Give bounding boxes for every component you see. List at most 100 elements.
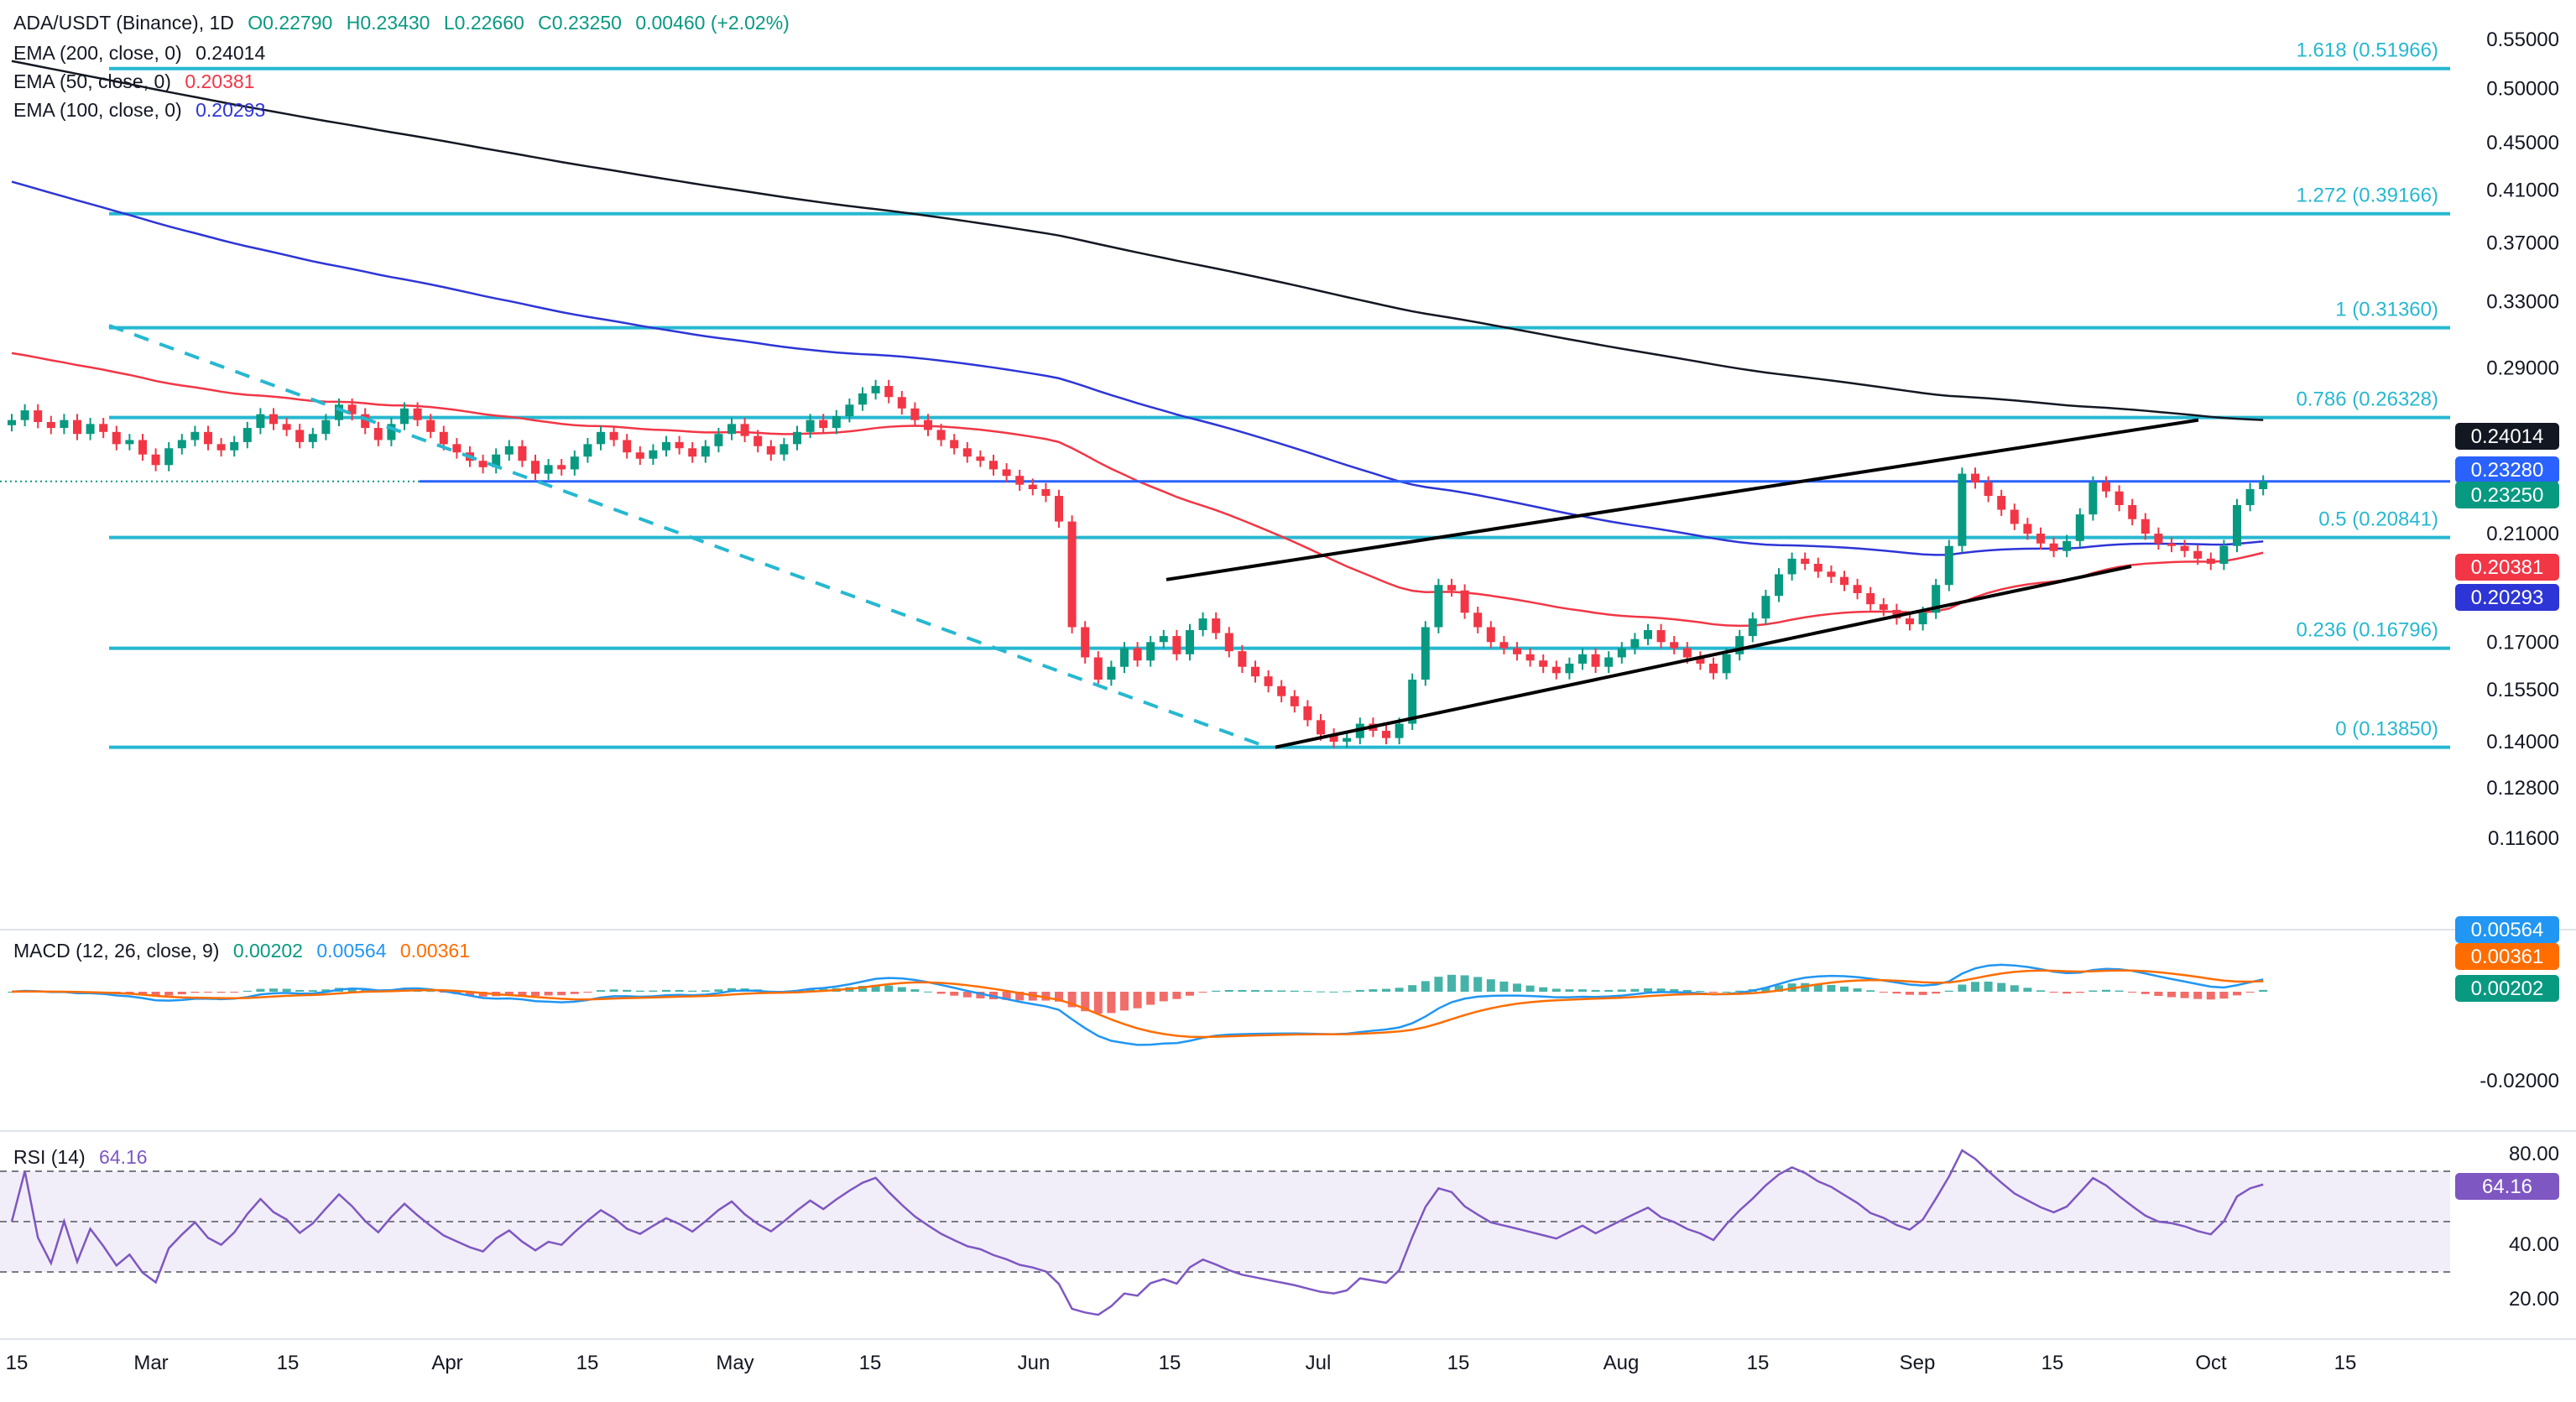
candle-body — [1264, 676, 1273, 686]
macd-histogram-bar — [1198, 992, 1207, 993]
macd-tag — [2455, 916, 2559, 943]
macd-histogram-bar — [282, 988, 291, 992]
symbol-label: ADA/USDT (Binance), 1D — [13, 12, 234, 34]
candle-body — [936, 430, 946, 440]
macd-histogram-bar — [1159, 992, 1168, 1002]
candle-body — [544, 465, 553, 474]
candle-body — [1644, 630, 1652, 639]
candle-body — [1696, 657, 1705, 664]
macd-tag-label: 0.00202 — [2471, 977, 2544, 1000]
macd-histogram-bar — [1944, 990, 1953, 992]
high-value: H0.23430 — [346, 12, 430, 34]
macd-signal-line — [11, 969, 2264, 1039]
ema100-legend[interactable]: EMA (100, close, 0) 0.20293 — [13, 99, 265, 121]
price-tag-label: 0.23280 — [2471, 459, 2544, 482]
macd-histogram-bar — [1290, 990, 1299, 992]
fib-label: 1 (0.31360) — [2335, 299, 2438, 321]
macd-histogram-bar — [858, 986, 867, 992]
candle-body — [373, 428, 383, 440]
candle-body — [2154, 533, 2163, 544]
trend-drawings[interactable] — [108, 324, 2199, 749]
rsi-legend[interactable]: RSI (14) 64.16 — [13, 1146, 148, 1168]
ema100-label: EMA (100, close, 0) — [13, 99, 182, 121]
candle-body — [1578, 654, 1587, 664]
candle-body — [1892, 609, 1901, 619]
ema50-value: 0.20381 — [185, 70, 255, 92]
candle-body — [766, 446, 775, 455]
candle-body — [1539, 660, 1548, 667]
macd-histogram-bar — [1002, 992, 1011, 1000]
price-tag-label: 0.23250 — [2471, 484, 2544, 507]
macd-histogram-bar — [269, 988, 278, 992]
candle-body — [858, 393, 867, 405]
macd-histogram-bar — [8, 992, 16, 993]
candle-body — [675, 441, 684, 449]
ema50-label: EMA (50, close, 0) — [13, 70, 171, 92]
rsi-tag-label: 64.16 — [2482, 1175, 2532, 1198]
time-axis-label: Apr — [431, 1352, 462, 1374]
candle-body — [452, 444, 461, 453]
candle-body — [1932, 585, 1941, 613]
candle-body — [989, 461, 998, 470]
macd-histogram-bar — [2259, 989, 2268, 992]
macd-histogram-bar — [1499, 981, 1509, 992]
candle-body — [1997, 496, 2006, 510]
candle-body — [2193, 550, 2203, 559]
candle-body — [910, 408, 920, 420]
macd-histogram-bar — [531, 992, 540, 996]
candle-body — [1748, 618, 1757, 637]
macd-histogram-bar — [1224, 989, 1233, 992]
candle-body — [1015, 476, 1025, 485]
candle-body — [1081, 627, 1090, 658]
candle-body — [2115, 491, 2124, 505]
fib-label: 0.236 (0.16796) — [2297, 619, 2438, 642]
candle-body — [1617, 648, 1626, 658]
candle-body — [557, 465, 566, 470]
candle-body — [321, 420, 331, 435]
macd-histogram-bar — [1343, 991, 1352, 993]
candle-body — [1499, 642, 1509, 649]
macd-histogram-bar — [1906, 992, 1914, 995]
candle-body — [1735, 636, 1744, 654]
candle-body — [295, 430, 305, 442]
macd-histogram-bar — [1408, 985, 1417, 992]
macd-histogram-bar — [714, 989, 723, 992]
candle-body — [1565, 663, 1574, 674]
macd-histogram-bar — [1539, 987, 1548, 992]
macd-histogram-bar — [1525, 985, 1535, 992]
macd-histogram-bar — [544, 992, 553, 996]
macd-histogram-bar — [2193, 992, 2203, 999]
rsi-value: 64.16 — [99, 1146, 148, 1168]
candle-body — [1971, 473, 1979, 483]
macd-histogram-bar — [1801, 982, 1810, 992]
macd-histogram-bar — [623, 989, 632, 992]
fib-label: 1.272 (0.39166) — [2297, 185, 2438, 207]
macd-histogram-bar — [1840, 986, 1849, 992]
macd-legend[interactable]: MACD (12, 26, close, 9) 0.00202 0.00564 … — [13, 940, 470, 962]
macd-histogram-bar — [138, 992, 147, 996]
macd-histogram-bar — [1682, 989, 1692, 992]
price-tag — [2455, 456, 2559, 483]
macd-histogram-bar — [675, 989, 684, 992]
macd-histogram-bar — [1709, 992, 1718, 993]
macd-histogram-bar — [1015, 992, 1025, 1001]
macd-histogram-bar — [256, 988, 265, 992]
candle-body — [2245, 489, 2255, 505]
macd-histogram-bar — [609, 989, 618, 992]
macd-histogram-bar — [649, 990, 658, 992]
macd-histogram-bar — [2049, 992, 2058, 993]
ema200-legend[interactable]: EMA (200, close, 0) 0.24014 — [13, 42, 265, 64]
candle-body — [635, 452, 644, 459]
time-axis-label: Aug — [1603, 1352, 1640, 1374]
candle-body — [216, 444, 226, 451]
candle-body — [1918, 612, 1927, 625]
macd-histogram-bar — [2245, 992, 2255, 993]
candle-body — [2259, 481, 2268, 490]
candle-body — [1212, 618, 1221, 633]
candle-body — [518, 446, 527, 461]
macd-histogram-bar — [2075, 992, 2084, 993]
ema50-legend[interactable]: EMA (50, close, 0) 0.20381 — [13, 70, 254, 92]
candle-body — [230, 441, 239, 451]
candle-body — [164, 448, 174, 466]
